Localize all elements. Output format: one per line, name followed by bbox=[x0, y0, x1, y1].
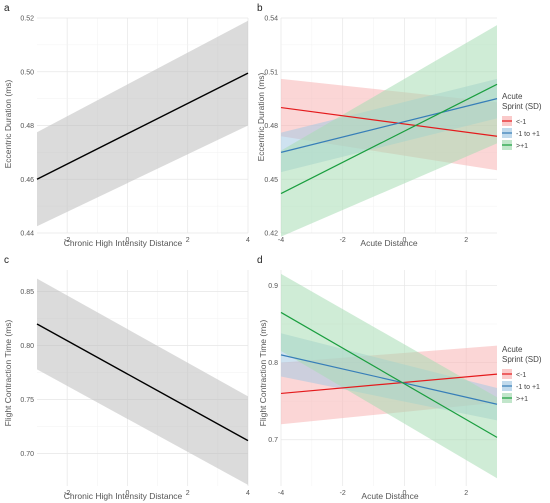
legend-item: -1 to +1 bbox=[502, 381, 540, 391]
y-tick-label: 0.42 bbox=[264, 231, 278, 238]
x-tick-label: 0 bbox=[402, 237, 406, 244]
x-tick-label: 0 bbox=[125, 237, 129, 244]
panel-label: a bbox=[4, 3, 10, 14]
y-tick-label: 0.9 bbox=[268, 283, 278, 290]
y-tick-label: 0.46 bbox=[20, 177, 34, 184]
x-tick-label: -4 bbox=[278, 237, 284, 244]
series-line-1 bbox=[280, 106, 498, 137]
x-tick-label: -4 bbox=[278, 490, 284, 497]
legend-title-line-1: Acute bbox=[502, 92, 523, 101]
y-tick-label: 0.51 bbox=[264, 69, 278, 76]
confidence-band-3 bbox=[281, 273, 497, 479]
confidence-band-3 bbox=[281, 25, 497, 237]
series-line-2 bbox=[280, 98, 498, 153]
series-line-3 bbox=[280, 83, 498, 195]
series-line-1 bbox=[280, 373, 498, 395]
panel-b: b Eccentric Duration (ms) Acute Distance… bbox=[256, 3, 542, 248]
plot-area bbox=[36, 17, 249, 234]
legend-title-line-1: Acute bbox=[502, 345, 523, 354]
confidence-band-1 bbox=[37, 20, 248, 227]
legend-item: >+1 bbox=[502, 393, 528, 403]
legend-label: <-1 bbox=[516, 372, 526, 379]
y-axis-label: Eccentric Duration (ms) bbox=[3, 79, 13, 168]
legend: Acute Sprint (SD) <-1 -1 to +1 >+1 bbox=[502, 345, 542, 403]
y-tick-label: 0.45 bbox=[264, 177, 278, 184]
y-axis-label: Eccentric Duration (ms) bbox=[256, 72, 266, 161]
panel-c: c Flight Contraction Time (ms) Chronic H… bbox=[3, 255, 250, 501]
plot-area bbox=[36, 270, 249, 486]
plot-area bbox=[280, 270, 498, 486]
legend-label: <-1 bbox=[516, 119, 526, 126]
legend-item: <-1 bbox=[502, 116, 526, 126]
panel-label: b bbox=[257, 3, 263, 14]
plot-area bbox=[280, 17, 498, 237]
y-tick-label: 0.52 bbox=[20, 16, 34, 23]
series-line-2 bbox=[280, 354, 498, 405]
x-tick-label: 0 bbox=[125, 490, 129, 497]
legend-item: -1 to +1 bbox=[502, 128, 540, 138]
legend: Acute Sprint (SD) <-1 -1 to +1 >+1 bbox=[502, 92, 542, 150]
y-tick-label: 0.48 bbox=[20, 123, 34, 130]
panel-a: a Eccentric Duration (ms) Chronic High I… bbox=[3, 3, 250, 248]
y-tick-label: 0.44 bbox=[20, 231, 34, 238]
y-tick-label: 0.80 bbox=[20, 343, 34, 350]
legend-label: >+1 bbox=[516, 143, 528, 150]
y-axis-label: Flight Contraction Time (ms) bbox=[3, 319, 13, 426]
x-tick-label: -2 bbox=[340, 237, 346, 244]
x-axis-label: Chronic High Intensity Distance bbox=[64, 238, 183, 248]
x-tick-label: 4 bbox=[246, 237, 250, 244]
y-tick-label: 0.75 bbox=[20, 397, 34, 404]
series-line-3 bbox=[280, 311, 498, 438]
panel-d: d Flight Contraction Time (ms) Acute Dis… bbox=[257, 255, 542, 501]
panel-label: c bbox=[4, 255, 9, 266]
y-tick-label: 0.85 bbox=[20, 289, 34, 296]
y-tick-label: 0.7 bbox=[268, 437, 278, 444]
x-tick-label: 2 bbox=[186, 237, 190, 244]
x-tick-label: 2 bbox=[186, 490, 190, 497]
x-tick-label: 0 bbox=[402, 490, 406, 497]
x-axis-label: Acute Distance bbox=[360, 238, 417, 248]
legend-item: <-1 bbox=[502, 369, 526, 379]
series-line-1 bbox=[36, 323, 249, 442]
y-tick-label: 0.8 bbox=[268, 360, 278, 367]
legend-title-line-2: Sprint (SD) bbox=[502, 355, 542, 364]
legend-label: >+1 bbox=[516, 396, 528, 403]
x-tick-label: 2 bbox=[464, 237, 468, 244]
x-axis-label: Chronic High Intensity Distance bbox=[64, 491, 183, 501]
x-tick-label: 4 bbox=[246, 490, 250, 497]
x-axis-label: Acute Distance bbox=[361, 491, 418, 501]
y-tick-label: 0.48 bbox=[264, 123, 278, 130]
x-tick-label: -2 bbox=[64, 237, 70, 244]
legend-label: -1 to +1 bbox=[516, 131, 540, 138]
y-tick-label: 0.54 bbox=[264, 16, 278, 23]
legend-item: >+1 bbox=[502, 140, 528, 150]
series-line-1 bbox=[36, 72, 249, 180]
y-axis-label: Flight Contraction Time (ms) bbox=[258, 319, 268, 426]
y-tick-label: 0.70 bbox=[20, 451, 34, 458]
panel-label: d bbox=[257, 255, 263, 266]
legend-title-line-2: Sprint (SD) bbox=[502, 102, 542, 111]
x-tick-label: 2 bbox=[464, 490, 468, 497]
y-tick-label: 0.50 bbox=[20, 69, 34, 76]
x-tick-label: -2 bbox=[64, 490, 70, 497]
legend-label: -1 to +1 bbox=[516, 384, 540, 391]
x-tick-label: -2 bbox=[340, 490, 346, 497]
